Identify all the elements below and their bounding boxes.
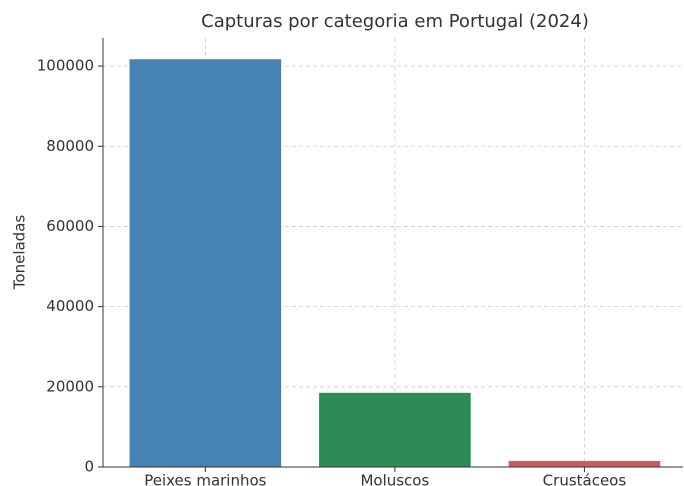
y-tick-label: 20000: [46, 377, 94, 395]
x-tick-label: Peixes marinhos: [144, 472, 266, 486]
bar: [508, 460, 661, 467]
y-tick-label: 100000: [37, 57, 94, 75]
chart-title: Capturas por categoria em Portugal (2024…: [201, 11, 589, 32]
x-tick-label: Crustáceos: [543, 472, 627, 486]
y-axis-label: Toneladas: [11, 215, 29, 291]
y-tick-label: 40000: [46, 297, 94, 315]
x-tick-label: Moluscos: [360, 472, 429, 486]
y-tick-label: 80000: [46, 137, 94, 155]
y-tick-label: 60000: [46, 217, 94, 235]
bar: [129, 59, 282, 467]
bar: [319, 392, 471, 467]
y-tick-label: 0: [84, 458, 94, 476]
